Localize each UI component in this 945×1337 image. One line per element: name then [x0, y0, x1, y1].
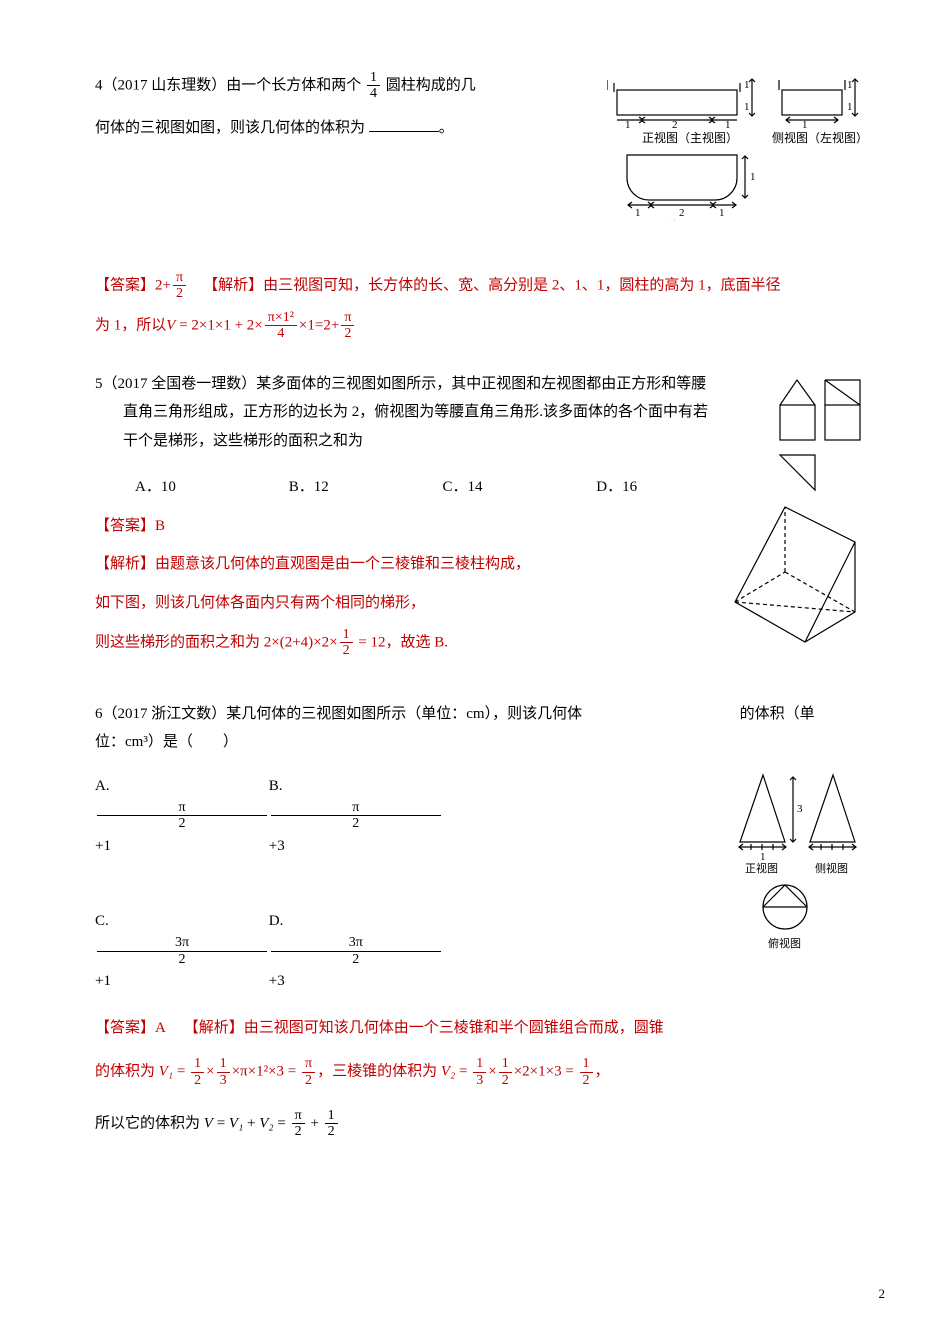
q4-svg: 1 2 1 1 1 1 1 1: [607, 70, 870, 220]
q6-opt-c: C. 3π2+1: [95, 878, 265, 995]
q4-num: 4: [95, 77, 103, 93]
svg-text:俯视图: 俯视图: [667, 218, 703, 220]
frac-1-4: 14: [367, 70, 380, 102]
q6-exp2: 的体积为 V₁ = 12×13×π×1²×3 = π2，三棱锥的体积为 V₂ =…: [95, 1056, 870, 1088]
svg-text:1: 1: [744, 101, 750, 113]
q4-t2: 圆柱构成的几: [386, 77, 476, 93]
svg-text:2: 2: [672, 119, 678, 131]
q6-exp3: 所以它的体积为 V = V₁ + V₂ = π2 + 12: [95, 1108, 870, 1140]
page-number: 2: [879, 1282, 886, 1307]
q5-l1: 5（2017 全国卷一理数）某多面体的三视图如图所示，其中正视图和左视图都由正方…: [95, 370, 870, 399]
blank: [369, 117, 439, 132]
q5-opt-b: B．12: [289, 473, 439, 502]
problem-4: 1 2 1 1 1 1 1 1: [95, 70, 870, 342]
q5-views: [775, 375, 870, 500]
svg-text:1: 1: [802, 119, 808, 131]
q6-figure: 1 正视图 侧视图 3 俯视图: [735, 767, 870, 952]
q6-l1: 6（2017 浙江文数）某几何体的三视图如图所示（单位：cm），则该几何体 的体…: [95, 700, 870, 729]
q6-l2: 位：cm³）是（ ）: [95, 728, 870, 757]
q4-t1: （2017 山东理数）由一个长方体和两个: [103, 77, 362, 93]
svg-text:1: 1: [635, 207, 641, 219]
q5-opt-d: D．16: [596, 473, 746, 502]
q6-opt-a: A. π2+1: [95, 772, 265, 861]
q5-l3: 干个是梯形，这些梯形的面积之和为: [95, 427, 870, 456]
svg-text:1: 1: [744, 79, 750, 91]
q4-figure: 1 2 1 1 1 1 1 1: [607, 70, 870, 220]
problem-5: 5（2017 全国卷一理数）某多面体的三视图如图所示，其中正视图和左视图都由正方…: [95, 370, 870, 672]
svg-text:侧视图: 侧视图: [815, 861, 848, 875]
q4-answer: 【答案】2+π2 【解析】由三视图可知，长方体的长、宽、高分别是 2、1、1，圆…: [95, 270, 870, 302]
svg-text:3: 3: [797, 803, 803, 815]
svg-text:俯视图: 俯视图: [768, 936, 801, 950]
q5-options: A．10 B．12 C．14 D．16: [135, 473, 870, 502]
q4-exp2: 为 1，所以V = 2×1×1 + 2×π×1²4×1=2+π2: [95, 310, 870, 342]
answer-tag: 【答案】: [95, 277, 155, 293]
svg-text:1: 1: [847, 101, 853, 113]
svg-text:侧视图（左视图）: 侧视图（左视图）: [772, 130, 868, 145]
q6-answer: 【答案】A 【解析】由三视图可知该几何体由一个三棱锥和半个圆锥组合而成，圆锥: [95, 1014, 870, 1043]
q5-svg2: [715, 502, 870, 672]
svg-text:1: 1: [719, 207, 725, 219]
svg-text:1: 1: [725, 119, 731, 131]
svg-text:1: 1: [625, 119, 631, 131]
explain-tag: 【解析】: [203, 277, 263, 293]
svg-text:2: 2: [679, 207, 685, 219]
q5-svg1: [775, 375, 870, 500]
problem-6: 6（2017 浙江文数）某几何体的三视图如图所示（单位：cm），则该几何体 的体…: [95, 700, 870, 1140]
q6-opt-d: D. 3π2+3: [269, 907, 439, 996]
q5-opt-c: C．14: [443, 473, 593, 502]
q5-opt-a: A．10: [135, 473, 285, 502]
svg-text:正视图（主视图）: 正视图（主视图）: [642, 130, 738, 145]
q5-l2: 直角三角形组成，正方形的边长为 2，俯视图为等腰直角三角形.该多面体的各个面中有…: [95, 398, 870, 427]
svg-text:正视图: 正视图: [745, 861, 778, 875]
svg-text:1: 1: [847, 79, 853, 91]
q6-svg: 1 正视图 侧视图 3 俯视图: [735, 767, 870, 952]
svg-text:1: 1: [760, 851, 766, 863]
svg-text:1: 1: [750, 171, 756, 183]
q6-opt-b: B. π2+3: [269, 772, 439, 861]
q5-solid: [715, 502, 870, 672]
